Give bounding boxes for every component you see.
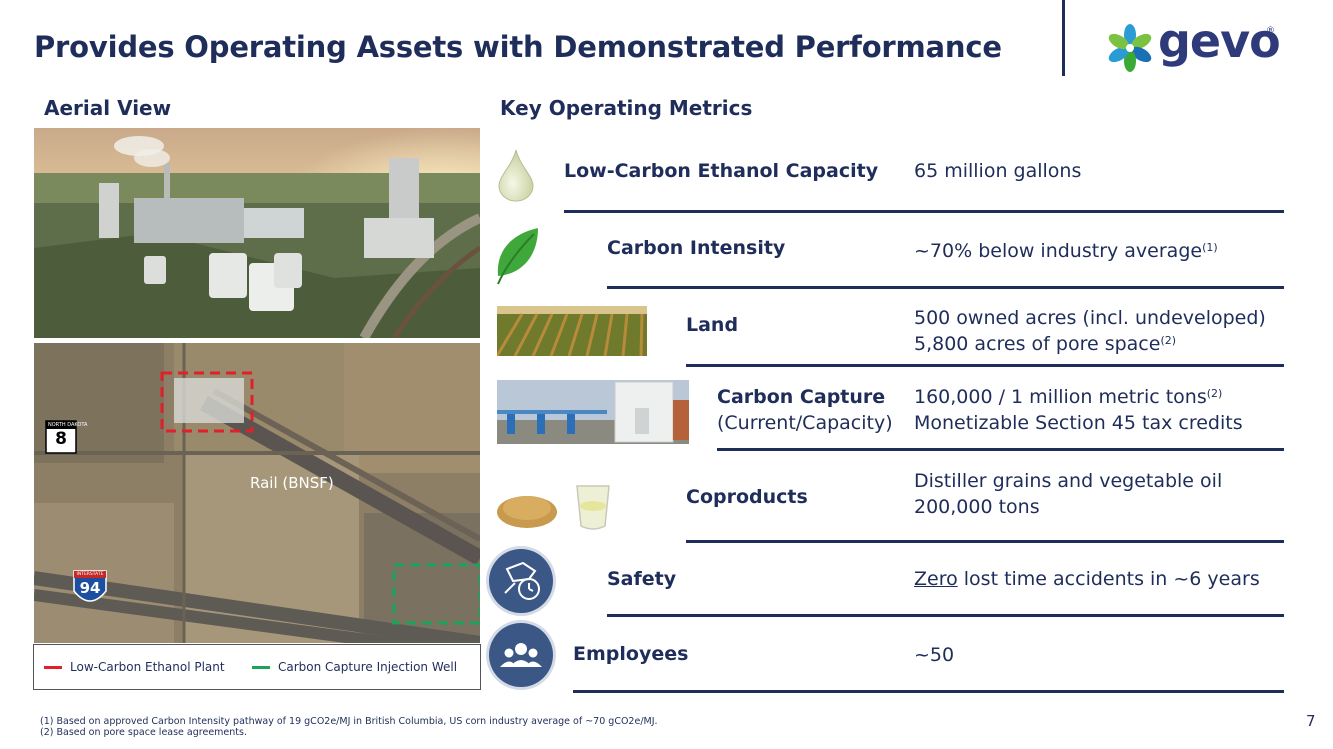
droplet-icon: [498, 149, 534, 202]
metric-value-land: 500 owned acres (incl. undeveloped) 5,80…: [914, 307, 1266, 355]
metric-value-carbon-capture: 160,000 / 1 million metric tons(2) Monet…: [914, 386, 1243, 434]
nd-route-8-shield: [45, 420, 77, 454]
grains-and-oil-image: [497, 485, 610, 530]
metric-divider: [686, 540, 1284, 543]
legend-label: Carbon Capture Injection Well: [278, 660, 458, 674]
key-metrics-heading: Key Operating Metrics: [500, 96, 753, 120]
nd-route-header-label: NORTH DAKOTA: [48, 422, 88, 428]
logo-registered-mark: ®: [1266, 26, 1275, 36]
red-dash-swatch: [44, 665, 62, 669]
gevo-logo: [1102, 18, 1292, 78]
leaf-icon: [497, 228, 538, 285]
aerial-photo: [34, 128, 480, 338]
interstate-header-label: INTERSTATE: [76, 572, 104, 577]
metric-divider: [686, 364, 1284, 367]
metric-value-carbon-intensity: ~70% below industry average(1): [914, 240, 1218, 262]
page-title: Provides Operating Assets with Demonstra…: [34, 30, 1002, 64]
metric-label-carbon-intensity: Carbon Intensity: [607, 237, 786, 259]
crop-field-image: [497, 306, 647, 356]
footnotes: (1) Based on approved Carbon Intensity p…: [40, 716, 658, 738]
page-number: 7: [1306, 712, 1316, 730]
safety-clock-icon: [489, 549, 553, 613]
metric-value-safety: Zero lost time accidents in ~6 years: [914, 568, 1260, 590]
metric-value-coproducts: Distiller grains and vegetable oil 200,0…: [914, 470, 1223, 518]
map-legend: Low-Carbon Ethanol Plant Carbon Capture …: [33, 644, 481, 690]
rail-label: Rail (BNSF): [250, 474, 334, 492]
plant-location-box: [160, 371, 254, 433]
metric-label-land: Land: [686, 314, 739, 336]
metric-divider: [717, 448, 1284, 451]
nd-route-label: 8: [55, 429, 67, 449]
metric-value-employees: ~50: [914, 644, 955, 666]
metric-divider: [607, 286, 1284, 289]
legend-item-plant: Low-Carbon Ethanol Plant: [44, 660, 225, 674]
metric-sublabel-carbon-capture: (Current/Capacity): [717, 412, 893, 434]
zero-emphasis: Zero: [914, 568, 958, 590]
injection-well-location-box: [392, 563, 480, 625]
satellite-map: Rail (BNSF) NORTH DAKOTA 8 INTERSTATE 94: [34, 343, 480, 643]
aerial-view-heading: Aerial View: [44, 96, 172, 120]
metric-label-carbon-capture: Carbon Capture (Current/Capacity): [717, 386, 893, 434]
pinwheel-logo-icon: [1108, 24, 1152, 72]
metric-divider: [564, 210, 1284, 213]
metric-label-employees: Employees: [573, 643, 689, 665]
interstate-94-shield: [73, 570, 107, 602]
legend-label: Low-Carbon Ethanol Plant: [70, 660, 225, 674]
legend-item-well: Carbon Capture Injection Well: [252, 660, 457, 674]
people-group-icon: [489, 623, 553, 687]
metric-divider: [573, 690, 1284, 693]
metric-divider: [607, 614, 1284, 617]
footnote-1: (1) Based on approved Carbon Intensity p…: [40, 716, 658, 727]
metric-value-ethanol: 65 million gallons: [914, 160, 1082, 182]
metric-label-safety: Safety: [607, 568, 677, 590]
carbon-capture-facility-image: [497, 380, 689, 444]
interstate-label: 94: [79, 579, 101, 597]
footnote-2: (2) Based on pore space lease agreements…: [40, 727, 247, 738]
logo-wordmark: gevo: [1158, 14, 1281, 68]
metric-label-ethanol: Low-Carbon Ethanol Capacity: [564, 160, 879, 182]
title-divider: [1062, 0, 1065, 76]
metric-label-coproducts: Coproducts: [686, 486, 808, 508]
green-dash-swatch: [252, 665, 270, 669]
